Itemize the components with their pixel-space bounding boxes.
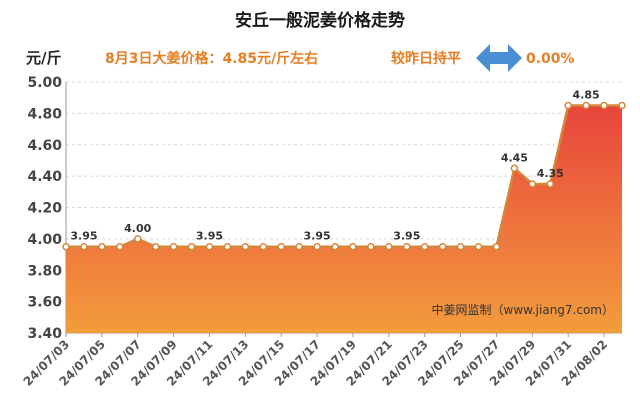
data-point bbox=[133, 235, 142, 243]
data-point bbox=[618, 101, 626, 110]
data-point bbox=[349, 242, 357, 251]
data-label: 4.45 bbox=[501, 151, 528, 164]
y-tick-label: 4.00 bbox=[27, 232, 62, 248]
data-point bbox=[564, 101, 572, 110]
data-point bbox=[492, 242, 501, 251]
data-point bbox=[241, 242, 250, 251]
y-tick-label: 4.60 bbox=[27, 138, 62, 154]
data-point bbox=[80, 242, 88, 251]
data-point bbox=[116, 242, 124, 251]
data-point bbox=[546, 180, 555, 188]
data-label: 3.95 bbox=[70, 230, 97, 243]
y-axis-unit: 元/斤 bbox=[26, 49, 61, 67]
data-labels: 3.95 4.00 3.95 3.95 3.95 4.45 4.35 4.85 bbox=[70, 89, 599, 243]
data-point bbox=[98, 242, 106, 251]
y-tick-label: 5.00 bbox=[27, 75, 62, 91]
series-markers bbox=[62, 101, 626, 251]
area-fill bbox=[66, 105, 622, 333]
data-label: 3.95 bbox=[304, 230, 331, 243]
data-point bbox=[385, 242, 393, 251]
data-point bbox=[187, 242, 196, 251]
data-point bbox=[259, 242, 268, 251]
data-point bbox=[403, 242, 411, 251]
area-series bbox=[66, 104, 622, 333]
y-tick-label: 4.80 bbox=[27, 106, 62, 122]
data-label: 4.85 bbox=[573, 89, 600, 102]
data-label: 4.00 bbox=[124, 222, 151, 235]
data-point bbox=[438, 242, 447, 251]
chart-title: 安丘一般泥姜价格走势 bbox=[235, 10, 405, 31]
data-point bbox=[420, 242, 429, 251]
data-point bbox=[277, 242, 285, 251]
data-point bbox=[474, 242, 483, 251]
data-point bbox=[456, 242, 465, 251]
data-label: 3.95 bbox=[196, 230, 223, 243]
y-axis-ticks: 3.40 3.60 3.80 4.00 4.20 4.40 4.60 4.80 5.00 bbox=[27, 75, 62, 342]
y-tick-label: 4.20 bbox=[27, 201, 62, 217]
compare-text: 较昨日持平 bbox=[391, 50, 461, 67]
double-arrow-icon bbox=[476, 44, 522, 72]
data-point bbox=[295, 242, 303, 251]
data-label: 3.95 bbox=[393, 230, 420, 243]
data-point bbox=[62, 242, 70, 251]
y-tick-label: 3.80 bbox=[27, 263, 62, 279]
data-point bbox=[582, 101, 590, 110]
data-point bbox=[600, 101, 608, 110]
data-point bbox=[223, 242, 232, 251]
data-point bbox=[205, 242, 214, 251]
data-point bbox=[510, 164, 519, 173]
data-point bbox=[151, 242, 160, 251]
y-tick-label: 3.40 bbox=[27, 326, 62, 342]
watermark-text: 中姜网监制（www.jiang7.com） bbox=[432, 302, 614, 317]
y-tick-label: 4.40 bbox=[27, 169, 62, 185]
data-point bbox=[169, 242, 178, 251]
y-tick-label: 3.60 bbox=[27, 295, 62, 311]
data-point bbox=[331, 242, 339, 251]
data-point bbox=[367, 242, 375, 251]
data-point bbox=[528, 180, 537, 188]
x-axis-ticks: 24/07/0324/07/0524/07/0724/07/0924/07/11… bbox=[21, 333, 610, 389]
data-point bbox=[313, 242, 321, 251]
price-text: 8月3日大姜价格：4.85元/斤左右 bbox=[105, 50, 318, 67]
change-percent: 0.00% bbox=[526, 51, 575, 67]
data-label: 4.35 bbox=[537, 167, 564, 180]
